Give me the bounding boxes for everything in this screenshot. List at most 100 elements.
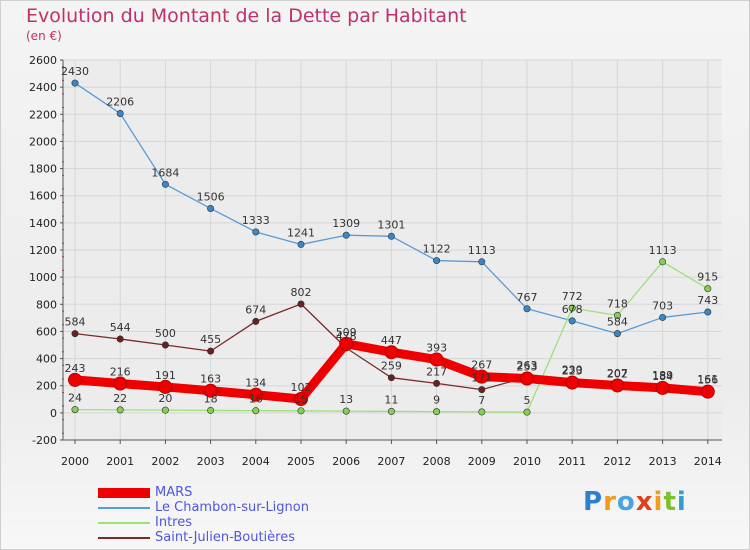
data-point-2 bbox=[71, 406, 79, 414]
y-tick-label: 400 bbox=[36, 353, 57, 366]
x-tick-label: 2004 bbox=[242, 455, 270, 468]
x-tick-label: 2010 bbox=[513, 455, 541, 468]
x-tick-label: 2012 bbox=[603, 455, 631, 468]
y-tick-label: 1200 bbox=[29, 244, 57, 257]
data-label: 13 bbox=[339, 393, 353, 406]
data-label: 674 bbox=[245, 303, 266, 316]
data-point-1 bbox=[568, 317, 576, 325]
data-point-2 bbox=[478, 408, 486, 416]
data-point-2 bbox=[704, 285, 712, 293]
x-tick-label: 2008 bbox=[423, 455, 451, 468]
data-point-1 bbox=[297, 240, 305, 248]
data-point-1 bbox=[523, 305, 531, 313]
data-label: 772 bbox=[562, 290, 583, 303]
data-label: 544 bbox=[110, 321, 131, 334]
y-tick-label: 0 bbox=[50, 407, 57, 420]
data-label: 802 bbox=[291, 286, 312, 299]
data-label: 2206 bbox=[106, 95, 134, 108]
y-tick-label: 1000 bbox=[29, 271, 57, 284]
data-label: 1241 bbox=[287, 226, 315, 239]
y-tick-label: 800 bbox=[36, 298, 57, 311]
series-lines bbox=[68, 79, 715, 416]
data-point-3 bbox=[71, 330, 79, 338]
legend-item: Intres bbox=[98, 515, 358, 530]
data-point-mars bbox=[565, 375, 580, 390]
y-tick-label: 1400 bbox=[29, 217, 57, 230]
legend-swatch bbox=[98, 521, 150, 524]
data-label: 2430 bbox=[61, 65, 89, 78]
axes: -200 0 200 400 600 800 1000 1200 1400 1600 1800 200… bbox=[29, 54, 722, 468]
data-point-2 bbox=[523, 408, 531, 416]
data-point-mars bbox=[429, 352, 444, 367]
data-point-mars bbox=[384, 345, 399, 360]
data-point-3 bbox=[297, 300, 305, 308]
data-label: 20 bbox=[158, 392, 172, 405]
data-label: 11 bbox=[384, 393, 398, 406]
data-point-3 bbox=[252, 317, 260, 325]
data-label: 259 bbox=[381, 360, 402, 373]
data-label: 22 bbox=[113, 392, 127, 405]
x-tick-label: 2002 bbox=[151, 455, 179, 468]
data-label: 703 bbox=[652, 299, 673, 312]
data-label: 393 bbox=[426, 342, 447, 355]
chart-unit: (en €) bbox=[26, 29, 62, 43]
data-point-3 bbox=[478, 386, 486, 394]
legend: MARS Le Chambon-sur-Lignon Intres Saint-Jul… bbox=[98, 485, 358, 545]
y-tick-label: 200 bbox=[36, 380, 57, 393]
data-label: 243 bbox=[65, 362, 86, 375]
data-point-1 bbox=[342, 231, 350, 239]
data-point-1 bbox=[478, 258, 486, 266]
data-point-mars bbox=[294, 392, 308, 407]
data-point-mars bbox=[203, 383, 218, 398]
data-point-mars bbox=[158, 379, 173, 394]
data-point-2 bbox=[161, 406, 169, 414]
data-label: 202 bbox=[607, 367, 628, 380]
proxiti-logo: Proxiti bbox=[583, 487, 687, 517]
chart-title: Evolution du Montant de la Dette par Hab… bbox=[26, 5, 467, 27]
data-point-mars bbox=[700, 384, 715, 399]
data-label: 189 bbox=[652, 369, 673, 382]
legend-item: Saint-Julien-Boutières bbox=[98, 530, 358, 545]
data-label: 678 bbox=[562, 303, 583, 316]
data-label: 15 bbox=[294, 393, 308, 406]
data-label: 216 bbox=[110, 366, 131, 379]
data-point-3 bbox=[207, 347, 215, 355]
x-tick-label: 2014 bbox=[694, 455, 722, 468]
data-point-mars bbox=[520, 371, 534, 386]
data-label: 584 bbox=[607, 316, 628, 329]
data-point-3 bbox=[433, 379, 441, 387]
y-tick-label: 2600 bbox=[29, 54, 57, 67]
y-tick-label: -200 bbox=[32, 434, 57, 447]
legend-swatch bbox=[98, 487, 150, 498]
data-point-2 bbox=[659, 258, 667, 266]
data-point-mars bbox=[68, 372, 82, 387]
data-point-2 bbox=[613, 311, 621, 319]
data-point-mars bbox=[655, 380, 670, 395]
data-label: 230 bbox=[562, 364, 583, 377]
data-label: 171 bbox=[471, 372, 492, 385]
data-label: 509 bbox=[336, 326, 357, 339]
data-point-3 bbox=[387, 374, 395, 382]
y-tick-label: 600 bbox=[36, 325, 57, 338]
data-label: 1333 bbox=[242, 214, 270, 227]
data-label: 9 bbox=[433, 394, 440, 407]
data-label: 24 bbox=[68, 392, 82, 405]
data-label: 217 bbox=[426, 365, 447, 378]
y-tick-label: 1800 bbox=[29, 163, 57, 176]
data-label: 161 bbox=[697, 373, 718, 386]
legend-label: Saint-Julien-Boutières bbox=[155, 530, 295, 545]
data-label: 5 bbox=[524, 394, 531, 407]
data-label: 1301 bbox=[377, 218, 405, 231]
data-point-1 bbox=[704, 308, 712, 316]
data-point-1 bbox=[387, 232, 395, 240]
data-label: 223 bbox=[562, 365, 583, 378]
data-label: 163 bbox=[200, 373, 221, 386]
data-label: 1309 bbox=[332, 217, 360, 230]
data-label: 455 bbox=[200, 333, 221, 346]
data-label: 718 bbox=[607, 297, 628, 310]
data-point-2 bbox=[342, 407, 350, 415]
x-tick-label: 2013 bbox=[649, 455, 677, 468]
data-point-1 bbox=[161, 180, 169, 188]
data-point-mars bbox=[610, 378, 625, 393]
